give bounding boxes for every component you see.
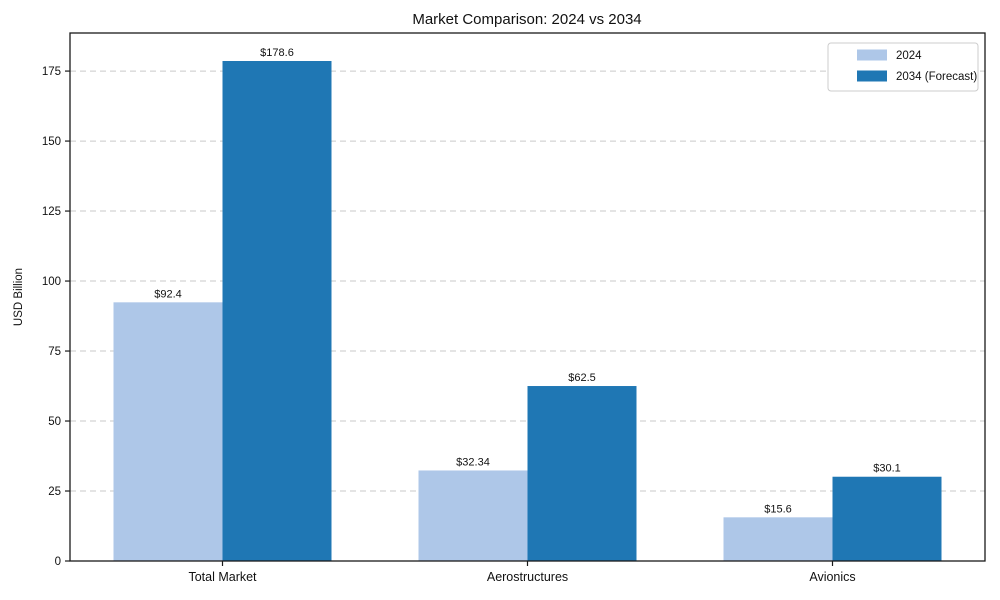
y-tick-label: 100 [42,276,61,288]
plot-border [69,32,986,562]
bar-value-label: $15.6 [764,503,792,515]
legend-label: 2024 [896,50,922,62]
y-tick-label: 50 [48,416,61,428]
axes: Total Market Aerostructures Avionics 0 25 50 7… [42,32,986,584]
y-tick-label: 25 [48,486,61,498]
legend-label: 2034 (Forecast) [896,71,977,83]
bar-2034-forecast- [222,60,332,561]
bar-value-label: $178.6 [260,47,294,59]
legend-swatch [857,49,887,61]
legend-swatch [857,70,887,82]
bar-value-label: $32.34 [456,456,490,468]
bar-value-label: $30.1 [873,463,901,475]
legend: 2024 2034 (Forecast) [827,42,979,92]
y-axis-label: USD Billion [13,268,25,326]
x-tick-label: Total Market [188,570,257,584]
y-tick-label: 0 [55,556,61,568]
bar-2024 [113,302,223,561]
chart-title: Market Comparison: 2024 vs 2034 [412,11,641,28]
bars: $92.4 $178.6 $32.34 $62.5 $15.6 $30.1 [113,47,942,561]
y-tick-label: 175 [42,66,61,78]
y-tick-label: 125 [42,206,61,218]
y-tick-label: 150 [42,136,61,148]
bar-2024 [418,470,528,561]
y-tick-label: 75 [48,346,61,358]
x-tick-label: Aerostructures [487,570,568,584]
bar-2034-forecast- [832,476,942,561]
x-tick-label: Avionics [809,570,855,584]
bar-value-label: $62.5 [568,372,596,384]
bar-value-label: $92.4 [154,288,182,300]
bar-2034-forecast- [527,386,637,561]
bar-2024 [723,517,833,561]
